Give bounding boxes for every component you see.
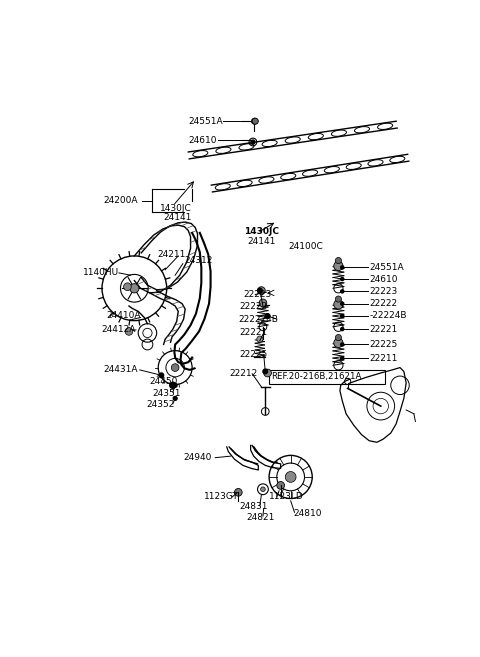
Text: 24831: 24831: [240, 502, 268, 510]
Circle shape: [252, 118, 258, 124]
Text: 24551A: 24551A: [369, 263, 404, 272]
Text: 22223: 22223: [369, 287, 397, 296]
Circle shape: [159, 373, 164, 378]
Text: 24412A: 24412A: [101, 325, 136, 334]
Circle shape: [336, 258, 341, 263]
Circle shape: [341, 357, 344, 360]
Circle shape: [341, 302, 344, 306]
Text: 24312: 24312: [184, 256, 213, 265]
Circle shape: [171, 364, 179, 371]
Circle shape: [265, 313, 270, 318]
Circle shape: [341, 266, 344, 269]
Text: 24450: 24450: [150, 377, 178, 386]
Text: 24100C: 24100C: [288, 242, 323, 251]
Text: 24431A: 24431A: [104, 365, 138, 374]
Text: 22223: 22223: [244, 290, 272, 299]
Text: 1123LD: 1123LD: [269, 493, 304, 501]
Text: 22221: 22221: [369, 325, 397, 334]
Text: 22225: 22225: [240, 350, 268, 359]
Circle shape: [334, 338, 343, 348]
Circle shape: [257, 336, 263, 342]
Text: REF.20-216B,21621A: REF.20-216B,21621A: [271, 373, 362, 381]
Text: 24610: 24610: [369, 275, 398, 284]
Text: 24810: 24810: [294, 509, 322, 518]
Circle shape: [264, 369, 271, 377]
Text: 24351: 24351: [152, 388, 180, 397]
Text: 22212: 22212: [229, 369, 257, 378]
Circle shape: [334, 261, 343, 271]
Text: 1430JC: 1430JC: [160, 204, 192, 213]
Text: 1123GT: 1123GT: [204, 493, 239, 501]
Text: -22224B: -22224B: [369, 311, 407, 321]
Circle shape: [341, 343, 344, 346]
Circle shape: [277, 482, 285, 489]
Circle shape: [334, 300, 343, 309]
Circle shape: [336, 296, 341, 302]
Circle shape: [234, 489, 242, 496]
Circle shape: [261, 487, 265, 491]
Text: 24141: 24141: [164, 213, 192, 222]
Circle shape: [259, 299, 267, 307]
Circle shape: [173, 396, 177, 400]
Text: 24211: 24211: [157, 250, 186, 259]
Circle shape: [341, 290, 344, 293]
Text: 24610: 24610: [188, 136, 217, 145]
Circle shape: [285, 472, 296, 482]
Circle shape: [341, 315, 344, 317]
Circle shape: [341, 277, 344, 281]
Circle shape: [173, 384, 177, 387]
Text: 24141: 24141: [248, 237, 276, 246]
Text: 24551A: 24551A: [188, 117, 223, 125]
Text: 24410A: 24410A: [106, 311, 140, 321]
Text: 22225: 22225: [369, 340, 397, 349]
Text: 1140HU: 1140HU: [83, 268, 119, 277]
Text: 24200A: 24200A: [104, 196, 138, 205]
Text: 22222: 22222: [369, 299, 397, 308]
Text: 1430JC: 1430JC: [244, 227, 279, 236]
Text: 24352: 24352: [146, 400, 174, 409]
Circle shape: [125, 328, 133, 335]
Circle shape: [123, 283, 131, 290]
Circle shape: [258, 288, 262, 293]
Circle shape: [263, 369, 267, 374]
Text: 22211: 22211: [369, 354, 397, 363]
Circle shape: [130, 284, 139, 293]
Circle shape: [336, 334, 341, 340]
Text: 24940: 24940: [183, 453, 211, 462]
Circle shape: [170, 382, 176, 388]
Text: 22221: 22221: [240, 328, 268, 338]
Circle shape: [251, 140, 255, 144]
Circle shape: [341, 328, 344, 330]
Circle shape: [252, 118, 258, 124]
Text: 24821: 24821: [246, 513, 275, 522]
Text: 222224B: 222224B: [238, 315, 278, 324]
Text: 22222: 22222: [240, 302, 268, 311]
Circle shape: [258, 286, 265, 294]
